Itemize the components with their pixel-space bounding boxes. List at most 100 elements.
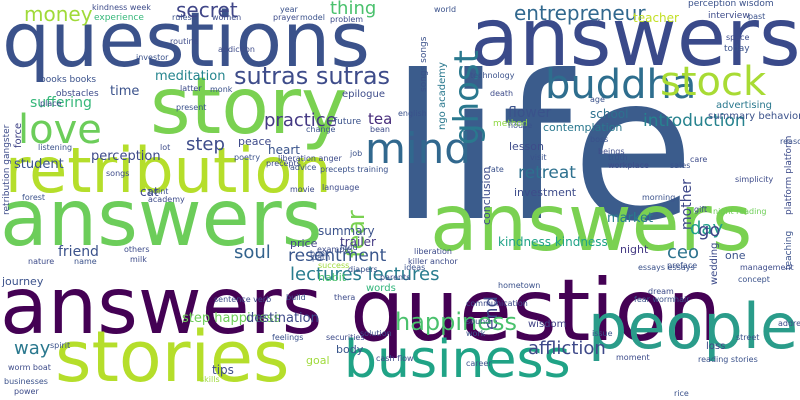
word: house — [508, 121, 533, 130]
word: way — [14, 338, 51, 359]
word: prayer — [273, 13, 300, 22]
word: routine — [170, 37, 199, 46]
word: resentment — [288, 246, 387, 266]
word: year — [280, 5, 298, 14]
word: obstacles — [56, 89, 99, 99]
word: investor — [136, 53, 169, 62]
word: perception wisdom — [688, 0, 774, 9]
word: investment — [514, 186, 577, 199]
word: nature — [28, 257, 55, 266]
word: precepts — [266, 159, 301, 168]
word: habit — [318, 271, 347, 284]
word: forest — [22, 193, 46, 202]
word: feelings — [272, 333, 304, 342]
word: life — [390, 33, 695, 266]
word: success — [318, 261, 350, 270]
word: point — [148, 187, 169, 196]
word: skills — [200, 375, 220, 384]
word: words — [366, 283, 396, 294]
word: fate — [488, 165, 504, 174]
word: suffering — [30, 95, 92, 111]
word: street — [736, 333, 760, 342]
word: securities — [326, 333, 365, 342]
word: past — [748, 12, 766, 21]
word: present — [176, 103, 207, 112]
word: spirit — [50, 341, 71, 350]
word: experience — [94, 13, 144, 23]
word: lot — [160, 143, 171, 152]
word: liberation — [414, 247, 452, 256]
word: future — [334, 117, 362, 127]
word: reason — [780, 137, 800, 146]
word: answers — [470, 0, 800, 84]
word: business — [344, 330, 571, 390]
word: thing — [330, 0, 377, 19]
word: example — [317, 245, 352, 254]
word: summary — [318, 224, 375, 238]
word: milk — [130, 255, 147, 264]
word: story — [150, 62, 348, 152]
word: secret — [176, 0, 238, 22]
word: poetry — [234, 153, 261, 162]
word: women — [212, 13, 242, 22]
word: killer anchor — [408, 257, 458, 266]
word: solution — [360, 329, 392, 338]
word: affliction — [528, 338, 606, 359]
word: death — [490, 89, 514, 98]
word: kindness week — [92, 3, 151, 12]
word: stock — [660, 59, 767, 105]
word: songs songs — [419, 36, 429, 92]
word: method — [493, 119, 528, 129]
word: trailer — [340, 235, 376, 249]
word: care — [690, 155, 708, 164]
word: sales — [670, 161, 691, 170]
word: answers — [0, 262, 323, 352]
word: buddha — [545, 62, 697, 108]
word: soul — [234, 242, 271, 263]
word: advice — [290, 163, 317, 172]
word: rice — [674, 389, 689, 398]
word: hair — [674, 295, 690, 304]
word: rules — [172, 13, 192, 22]
word: gift — [694, 205, 708, 214]
word: teacher — [633, 11, 679, 25]
word: name — [74, 257, 97, 266]
word: goal — [306, 354, 330, 367]
word: ghost — [447, 50, 487, 145]
word: self — [586, 18, 601, 27]
word: ideas — [404, 263, 426, 272]
word: moment — [616, 353, 650, 362]
word: place — [40, 99, 62, 108]
word: love — [18, 107, 102, 153]
word: epilogue — [342, 89, 386, 100]
word: questions — [2, 0, 370, 84]
word: lesson — [509, 140, 544, 153]
word: introduction — [643, 111, 746, 131]
word: sound — [466, 317, 491, 326]
word: wisdom — [528, 319, 567, 330]
word: flower — [508, 105, 552, 121]
word: communication — [466, 299, 528, 308]
word: language — [322, 183, 360, 192]
word: price — [290, 237, 318, 250]
word: thera — [334, 293, 356, 302]
word: wedding — [709, 242, 720, 286]
word: visit — [530, 153, 547, 162]
word: loss — [706, 341, 726, 352]
word: conclusion — [480, 166, 493, 225]
word: market — [607, 211, 654, 226]
word: truth — [608, 153, 628, 162]
word: ceo — [667, 242, 699, 263]
word: power — [14, 387, 39, 396]
word: path — [312, 253, 331, 262]
word: bean — [370, 125, 390, 134]
word: happiness — [395, 308, 518, 336]
word: book — [310, 249, 330, 258]
word: businesses — [4, 377, 48, 386]
word: addiction — [218, 45, 256, 54]
word: kindness kindness — [498, 235, 608, 249]
word: academy — [148, 195, 185, 204]
word: morning — [642, 193, 676, 202]
word: answers — [430, 179, 753, 269]
